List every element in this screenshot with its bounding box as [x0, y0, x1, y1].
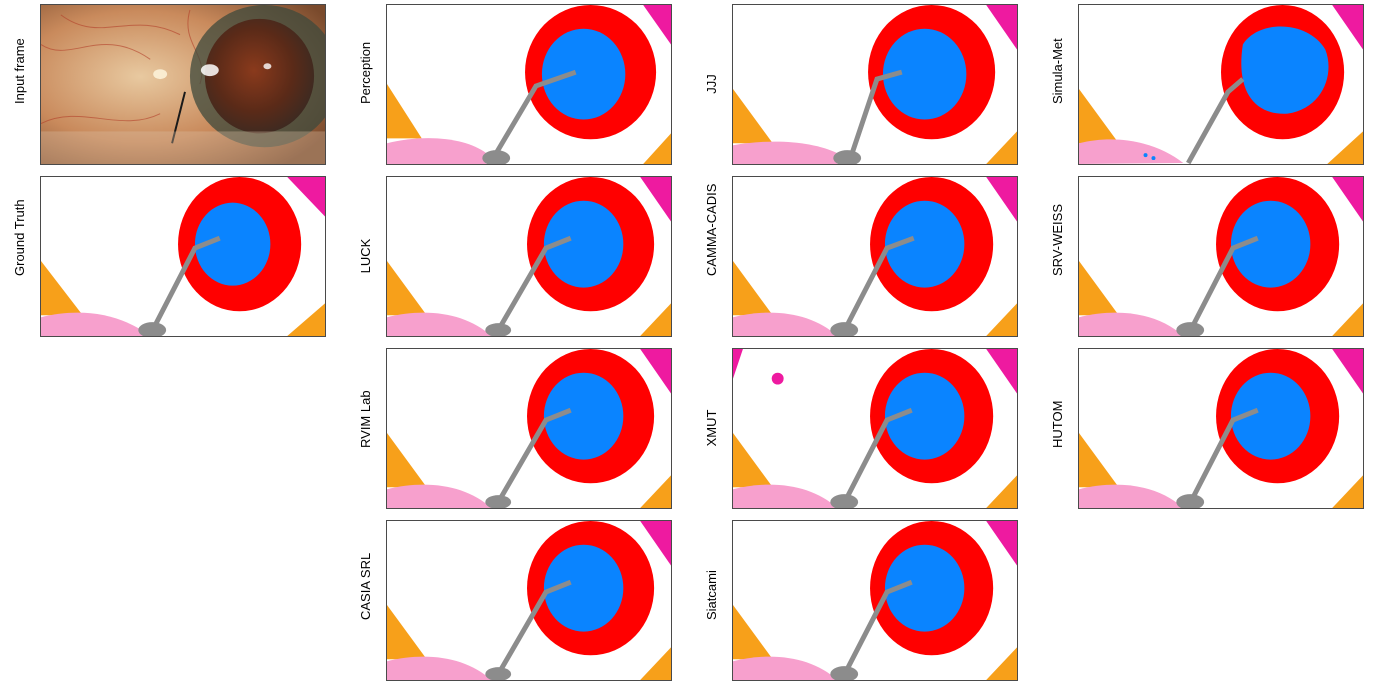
method-panel-srv-weiss [1078, 176, 1364, 337]
ground-truth-panel [40, 176, 326, 337]
method-label-perception: Perception [358, 41, 373, 104]
input-frame-label: Input frame [12, 38, 27, 104]
method-label-rvim-lab: RVIM Lab [358, 390, 373, 448]
ground-truth-label: Ground Truth [12, 199, 27, 276]
method-panel-perception [386, 4, 672, 165]
method-label-siatcami: Siatcami [704, 570, 719, 620]
method-panel-camma-cadis [732, 176, 1018, 337]
method-label-simula-met: Simula-Met [1050, 38, 1065, 104]
method-label-casia-srl: CASIA SRL [358, 552, 373, 620]
method-label-camma-cadis: CAMMA-CADIS [704, 183, 719, 276]
method-panel-jjj [732, 4, 1018, 165]
method-panel-siatcami [732, 520, 1018, 681]
method-panel-luck [386, 176, 672, 337]
method-label-hutom: HUTOM [1050, 400, 1065, 448]
method-panel-hutom [1078, 348, 1364, 509]
method-label-jjj: JJJ [704, 74, 719, 94]
input-frame-image [40, 4, 326, 165]
method-panel-xmut [732, 348, 1018, 509]
method-panel-casia-srl [386, 520, 672, 681]
method-panel-simula-met [1078, 4, 1364, 165]
method-label-xmut: XMUT [704, 409, 719, 447]
method-label-srv-weiss: SRV-WEISS [1050, 203, 1065, 276]
method-panel-rvim-lab [386, 348, 672, 509]
method-label-luck: LUCK [358, 238, 373, 274]
